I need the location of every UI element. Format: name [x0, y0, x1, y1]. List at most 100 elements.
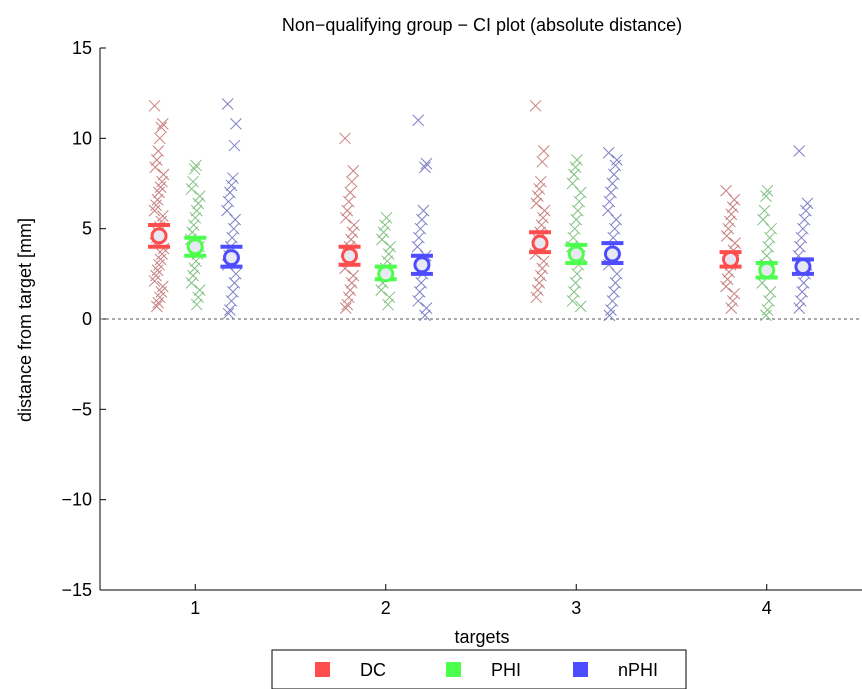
- data-point-dc: [725, 302, 738, 315]
- data-point-phi: [190, 298, 203, 311]
- point-stroke: [347, 269, 360, 282]
- point-stroke: [566, 177, 579, 190]
- point-stroke: [225, 179, 238, 192]
- point-stroke: [797, 277, 810, 289]
- point-stroke: [149, 161, 162, 174]
- point-stroke: [155, 121, 168, 134]
- mean-marker-phi: [567, 245, 585, 263]
- data-point-dc: [148, 204, 161, 217]
- point-stroke: [728, 193, 741, 206]
- point-stroke: [153, 132, 166, 145]
- data-point-dc: [341, 204, 354, 217]
- data-point-dc: [533, 183, 546, 195]
- x-tick-label: 4: [762, 598, 772, 618]
- data-point-phi: [192, 291, 205, 304]
- point-stroke: [224, 186, 236, 199]
- data-point-nphi: [603, 309, 616, 322]
- point-stroke: [346, 226, 359, 239]
- point-stroke: [148, 99, 161, 112]
- point-stroke: [227, 172, 239, 184]
- mean-marker-nphi: [413, 256, 431, 274]
- point-stroke: [156, 118, 169, 130]
- point-stroke: [535, 219, 548, 231]
- point-stroke: [228, 139, 241, 152]
- data-point-dc: [537, 211, 549, 224]
- point-stroke: [760, 190, 772, 203]
- mean-marker-phi: [377, 265, 395, 283]
- point-stroke: [419, 309, 431, 322]
- data-point-dc: [729, 237, 741, 249]
- y-tick-label: −5: [71, 399, 92, 419]
- point-stroke: [568, 286, 580, 298]
- data-point-dc: [720, 280, 732, 293]
- data-point-nphi: [794, 295, 807, 307]
- data-point-dc: [725, 208, 738, 221]
- data-point-nphi: [221, 204, 233, 217]
- point-stroke: [571, 204, 584, 217]
- point-stroke: [382, 248, 395, 260]
- point-stroke: [348, 219, 360, 231]
- data-point-nphi: [412, 295, 425, 307]
- data-point-dc: [721, 273, 734, 286]
- point-stroke: [798, 213, 811, 226]
- point-stroke: [726, 295, 739, 307]
- legend-label-phi: PHI: [491, 660, 521, 680]
- data-point-nphi: [411, 240, 424, 253]
- data-point-dc: [726, 295, 739, 307]
- point-stroke: [610, 213, 623, 226]
- point-stroke: [762, 240, 775, 253]
- y-tick-label: 10: [72, 128, 92, 148]
- point-stroke: [382, 298, 394, 311]
- data-point-phi: [188, 163, 201, 175]
- data-point-nphi: [225, 179, 238, 192]
- point-stroke: [157, 168, 170, 181]
- point-stroke: [347, 164, 360, 177]
- point-stroke: [150, 154, 163, 166]
- point-stroke: [800, 204, 812, 217]
- data-point-dc: [148, 99, 161, 112]
- point-stroke: [567, 231, 580, 244]
- data-point-phi: [189, 211, 202, 224]
- x-tick-label: 2: [381, 598, 391, 618]
- data-point-dc: [152, 296, 165, 309]
- point-stroke: [720, 230, 733, 242]
- point-stroke: [609, 159, 622, 172]
- mean-marker-dc: [150, 227, 168, 245]
- point-stroke: [344, 284, 357, 296]
- data-point-nphi: [602, 204, 614, 217]
- point-stroke: [190, 159, 202, 172]
- data-point-nphi: [412, 114, 425, 127]
- point-stroke: [603, 309, 616, 322]
- point-stroke: [603, 195, 616, 208]
- point-stroke: [415, 277, 428, 289]
- point-stroke: [531, 284, 544, 296]
- data-point-dc: [346, 226, 359, 239]
- data-point-dc: [157, 168, 170, 181]
- point-stroke: [608, 286, 620, 298]
- data-point-nphi: [602, 146, 615, 159]
- point-stroke: [339, 302, 352, 315]
- point-stroke: [148, 204, 161, 217]
- point-stroke: [414, 222, 427, 235]
- point-stroke: [193, 190, 206, 203]
- point-stroke: [574, 186, 587, 199]
- data-point-dc: [153, 132, 166, 145]
- point-stroke: [609, 277, 622, 289]
- point-stroke: [793, 302, 806, 315]
- point-stroke: [187, 269, 199, 282]
- data-point-phi: [193, 190, 206, 203]
- data-point-nphi: [801, 197, 814, 210]
- point-stroke: [726, 201, 739, 213]
- x-axis-label: targets: [454, 627, 509, 647]
- data-point-dc: [344, 284, 357, 296]
- data-point-phi: [566, 177, 579, 190]
- point-stroke: [571, 267, 583, 280]
- data-point-phi: [760, 309, 772, 322]
- y-tick-label: 5: [82, 219, 92, 239]
- point-stroke: [566, 295, 579, 307]
- point-stroke: [411, 240, 424, 253]
- point-stroke: [228, 277, 241, 289]
- data-point-dc: [530, 197, 543, 210]
- legend-label-dc: DC: [360, 660, 386, 680]
- point-stroke: [345, 233, 357, 246]
